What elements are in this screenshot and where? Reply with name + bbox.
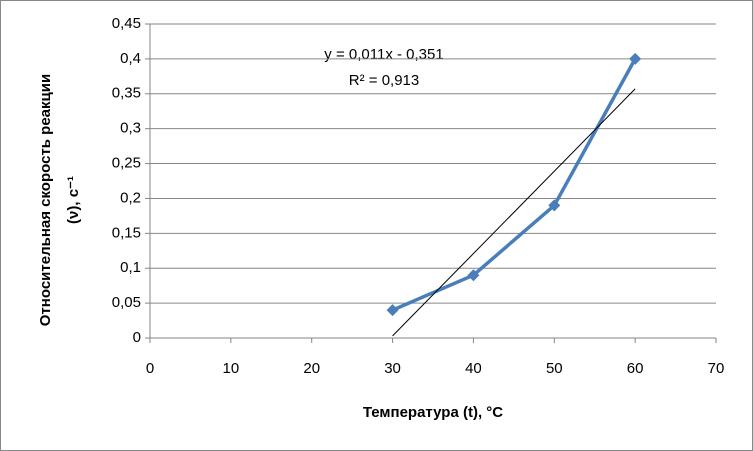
y-tick-label: 0,3	[120, 120, 141, 137]
trendline	[392, 88, 636, 337]
x-tick-label: 20	[303, 360, 320, 377]
y-axis-title-line: (ν), с⁻¹	[65, 176, 82, 224]
marker	[629, 52, 642, 65]
y-tick-label: 0	[133, 329, 141, 346]
trendline-r2: R² = 0,913	[349, 72, 419, 89]
marker	[548, 199, 561, 212]
y-axis-title: Относительная скорость реакции (ν), с⁻¹	[37, 74, 82, 326]
marker	[386, 304, 399, 317]
x-axis-title: Температура (t), °C	[363, 404, 503, 421]
y-tick-label: 0,35	[112, 85, 141, 102]
y-tick-label: 0,15	[112, 224, 141, 241]
y-tick-label: 0,2	[120, 189, 141, 206]
x-tick-label: 70	[708, 360, 725, 377]
x-tick-label: 30	[384, 360, 401, 377]
x-tick-label: 50	[546, 360, 563, 377]
trendline-equation: y = 0,011x - 0,351	[324, 46, 443, 63]
x-tick-label: 10	[223, 360, 240, 377]
marker	[467, 269, 480, 282]
y-tick-label: 0,05	[112, 294, 141, 311]
y-axis-title-line: Относительная скорость реакции	[37, 74, 54, 326]
x-tick-label: 60	[627, 360, 644, 377]
y-tick-label: 0,45	[112, 15, 141, 32]
y-tick-label: 0,1	[120, 259, 141, 276]
series-line	[391, 58, 637, 312]
x-tick-label: 0	[146, 360, 154, 377]
x-tick-label: 40	[465, 360, 482, 377]
y-tick-label: 0,25	[112, 155, 141, 172]
y-tick-label: 0,4	[120, 50, 141, 67]
